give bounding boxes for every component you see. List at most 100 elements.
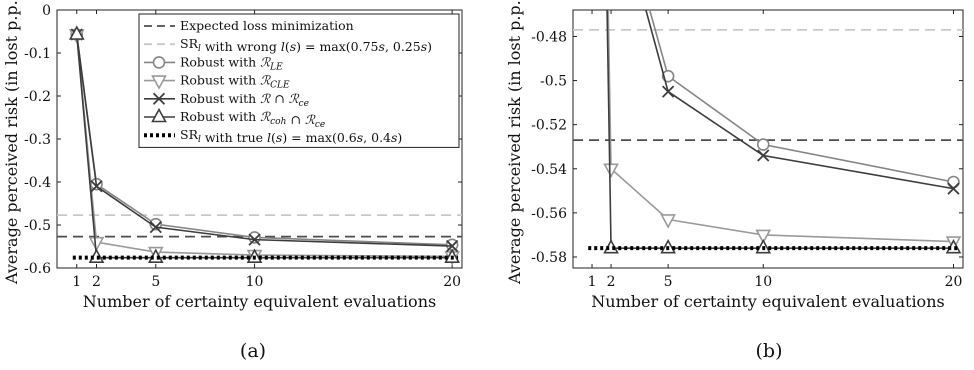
chart-panel-b: 1 2 5 10 20 -0.48 -0.5 -0.52 -0.54 -0.56 -0.58 Numb… xyxy=(505,0,964,362)
legend-label-part: s xyxy=(421,39,427,54)
y-tick-label: -0.54 xyxy=(531,162,567,178)
legend-label: Expected loss minimization xyxy=(180,18,354,33)
x-tick-label: 1 xyxy=(72,274,81,290)
series-2-point xyxy=(756,138,770,151)
series-4-point-stroke-b xyxy=(445,239,459,253)
series-3-point xyxy=(603,163,619,178)
plot-frame xyxy=(572,9,964,269)
y-tick-label: -0.48 xyxy=(531,29,567,45)
series-3-point xyxy=(755,229,772,245)
y-tick-label: -0.58 xyxy=(531,250,567,266)
legend-swatch-marker xyxy=(151,107,167,123)
series-4-point xyxy=(757,149,770,162)
series-line-2 xyxy=(648,10,954,183)
panel-caption: (a) xyxy=(240,340,266,362)
legend-label: Robust with ℛcoh ∩ ℛce xyxy=(180,109,325,130)
y-tick-label: -0.3 xyxy=(24,132,51,148)
legend-label-part: l xyxy=(267,130,271,145)
legend-label: SRl with true l(s) = max(0.6s, 0.4s) xyxy=(180,127,402,145)
x-tick-label: 2 xyxy=(607,274,616,290)
series-3-point xyxy=(88,236,105,252)
x-tick-label: 20 xyxy=(945,274,963,290)
x-tick-label: 1 xyxy=(588,274,597,290)
y-tick-label: 0 xyxy=(42,3,51,19)
legend-label-part: ce xyxy=(315,120,325,130)
series-line-3 xyxy=(607,10,954,243)
legend-label-part: LE xyxy=(269,62,283,72)
legend-label-part: ℛ xyxy=(260,91,271,106)
legend-label-part: CLE xyxy=(270,81,290,91)
plot-area xyxy=(57,25,462,266)
legend-label-part: with true xyxy=(201,130,267,145)
x-tick-label: 2 xyxy=(92,274,101,290)
legend-label-part: ℛ xyxy=(305,112,316,127)
x-tick-label: 5 xyxy=(151,274,160,290)
series-4-point xyxy=(90,180,103,193)
legend-label-part: ∩ xyxy=(286,112,304,127)
y-tick-label: -0.5 xyxy=(24,218,51,234)
series-4-point xyxy=(661,85,675,98)
legend-label-part: Robust with xyxy=(180,54,260,69)
legend-box xyxy=(138,13,460,148)
panel-caption: (b) xyxy=(756,340,783,362)
x-tick-label: 10 xyxy=(246,274,264,290)
legend-label-part: Robust with xyxy=(180,109,260,124)
x-tick-label: 10 xyxy=(754,274,772,290)
x-tick-label: 20 xyxy=(443,274,461,290)
legend-swatch-marker-stroke-b xyxy=(152,92,166,105)
legend-label-part: with wrong xyxy=(201,39,281,54)
legend-label-part: , 0.4 xyxy=(363,130,391,145)
legend-label-part: ce xyxy=(299,99,309,109)
legend-label-part: , 0.25 xyxy=(385,39,421,54)
y-tick-label: -0.52 xyxy=(531,118,567,134)
legend-label-part: l xyxy=(198,44,201,54)
y-axis-label: Average perceived risk (in lost p.p.) xyxy=(505,0,524,285)
y-tick-label: -0.5 xyxy=(540,74,567,90)
series-4-point-stroke-b xyxy=(661,85,675,98)
y-tick-label: -0.6 xyxy=(24,261,51,277)
legend-swatch-marker xyxy=(151,75,167,90)
legend-label-part: ) xyxy=(427,39,432,54)
legend-label-part: SR xyxy=(180,127,199,142)
legend-label-part: ℛ xyxy=(260,109,271,124)
legend-label-part: ℛ xyxy=(260,73,271,88)
legend-label-part: SR xyxy=(180,36,199,51)
y-axis-label: Average perceived risk (in lost p.p.) xyxy=(2,0,21,285)
legend-label-part: ( xyxy=(285,39,290,54)
legend-label-part: l xyxy=(281,39,285,54)
plot-area xyxy=(573,10,963,254)
legend-label: Robust with ℛLE xyxy=(180,54,283,72)
legend-label: SRl with wrong l(s) = max(0.75s, 0.25s) xyxy=(180,36,432,54)
series-4-point-stroke-b xyxy=(90,180,103,193)
legend-label-part: Robust with xyxy=(180,73,260,88)
legend-label: Robust with ℛ ∩ ℛce xyxy=(180,91,309,109)
series-3-point xyxy=(660,214,676,229)
legend-label-part: Expected loss minimization xyxy=(180,18,354,33)
legend-label-part: s xyxy=(357,130,363,145)
legend-label-part: ℛ xyxy=(289,91,300,106)
series-4-point-stroke-b xyxy=(947,182,960,195)
series-line-5 xyxy=(606,10,954,249)
legend-label-part: ) xyxy=(397,130,402,145)
series-4-point-stroke-b xyxy=(248,233,261,246)
legend-label-part: ( xyxy=(271,130,276,145)
series-4-point-stroke-b xyxy=(149,221,162,234)
x-axis-label: Number of certainty equivalent evaluatio… xyxy=(591,292,944,311)
legend-label-part: s xyxy=(276,130,282,145)
legend-label-part: s xyxy=(379,39,385,54)
legend-swatch-marker xyxy=(152,92,166,105)
series-line-4 xyxy=(645,10,954,190)
legend-label-part: s xyxy=(290,39,296,54)
legend-label-part: ) = max(0.6 xyxy=(282,130,356,145)
series-4-point xyxy=(149,221,162,234)
chart-panel-a: 1 2 5 10 20 0 -0.1 -0.2 -0.3 -0.4 -0.5 -0.6 Number o… xyxy=(2,0,463,362)
series-4-point xyxy=(445,239,459,253)
series-4-point-stroke-b xyxy=(757,149,770,162)
x-axis-label: Number of certainty equivalent evaluatio… xyxy=(83,292,436,311)
y-tick-label: -0.56 xyxy=(531,206,567,222)
legend-label-part: l xyxy=(198,135,201,145)
y-tick-label: -0.1 xyxy=(24,46,51,62)
legend-label-part: coh xyxy=(270,117,286,127)
